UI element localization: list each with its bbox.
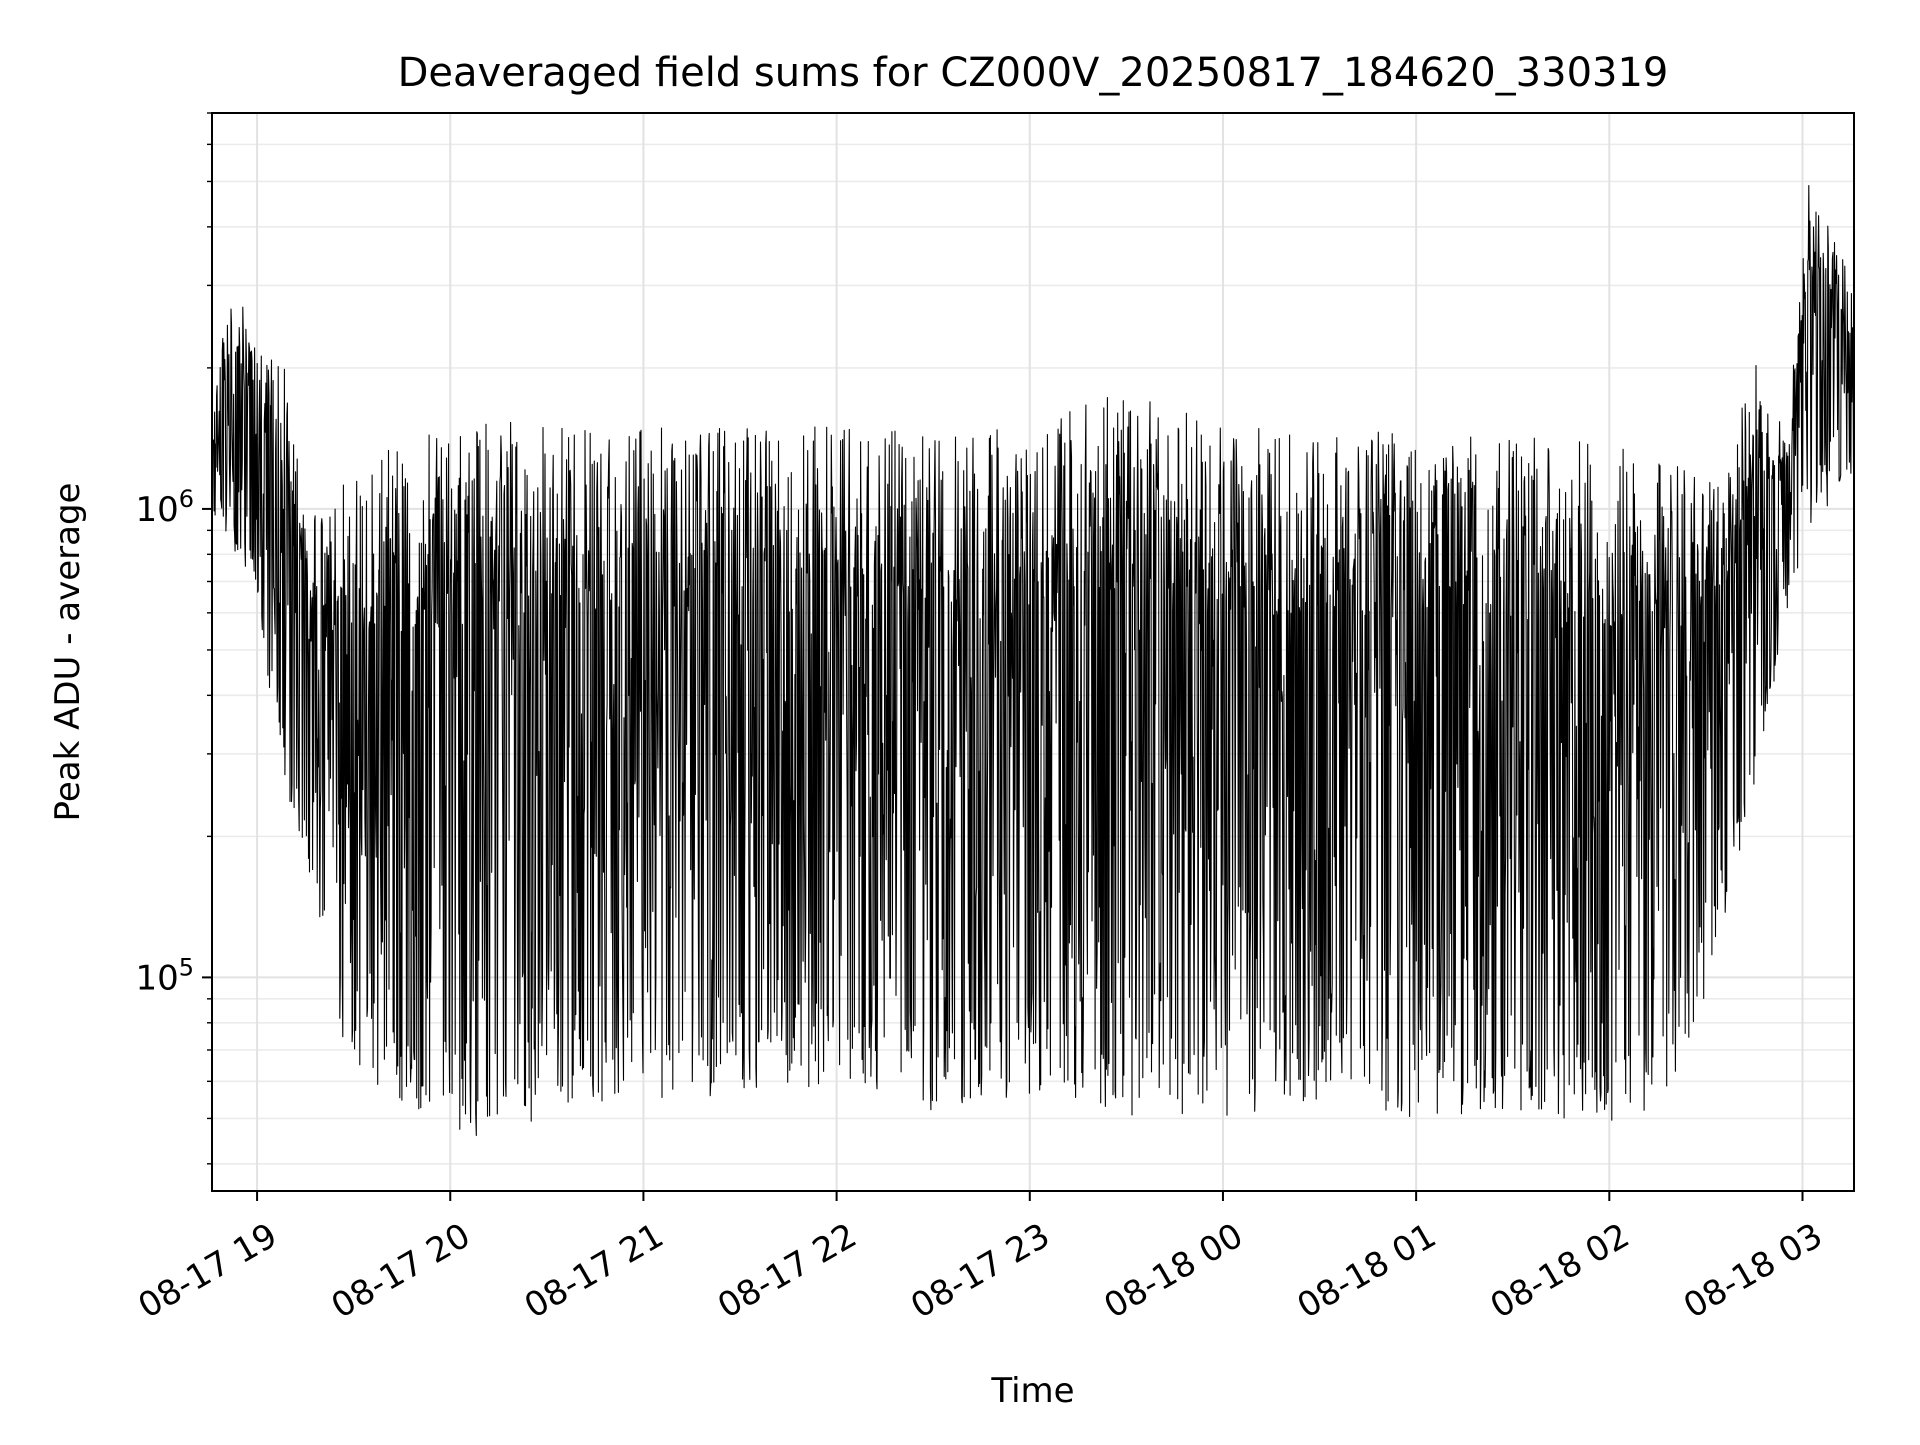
chart-title: Deaveraged field sums for CZ000V_2025081… [398, 50, 1669, 96]
y-axis-label: Peak ADU - average [48, 483, 88, 822]
y-tick-label: 106 [135, 485, 194, 530]
y-tick-label-base: 10 [135, 490, 178, 530]
y-tick-label: 105 [135, 953, 194, 998]
series-line [211, 185, 1855, 1137]
data-layer [211, 185, 1855, 1137]
plot-frame [211, 112, 1855, 1192]
y-tick-label-base: 10 [135, 958, 178, 998]
x-axis-label: Time [990, 1371, 1074, 1411]
y-tick-label-exponent: 6 [179, 485, 194, 513]
y-tick-label-exponent: 5 [179, 953, 194, 981]
